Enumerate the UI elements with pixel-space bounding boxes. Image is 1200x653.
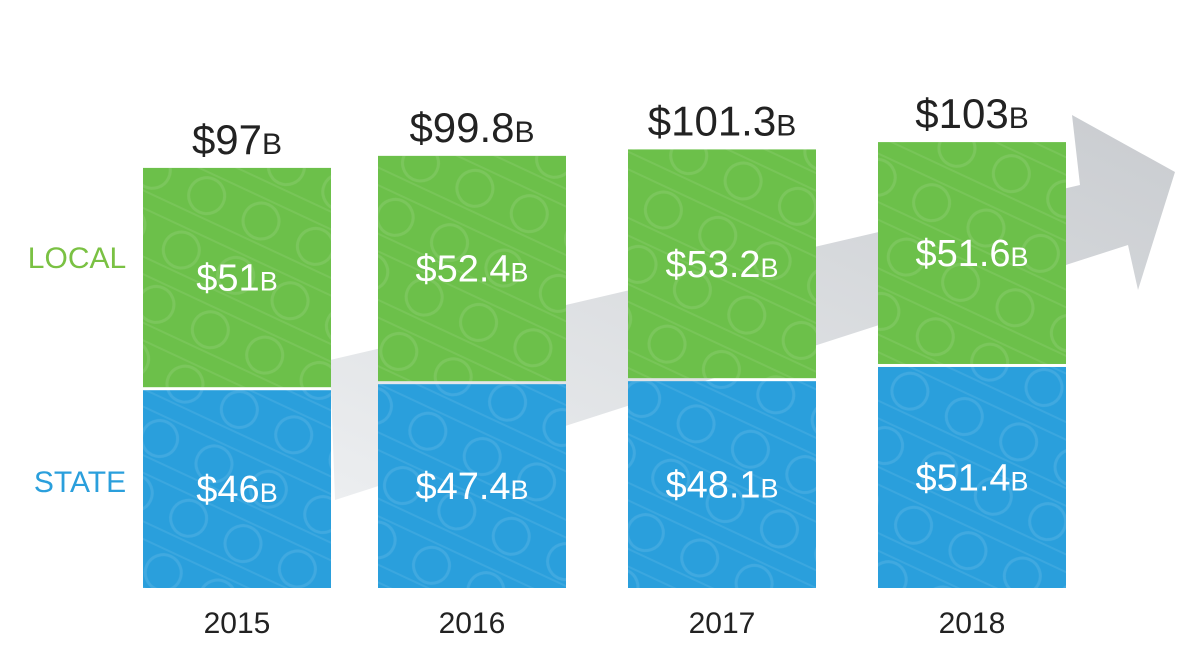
total-label-2015-value: $97 (192, 116, 262, 163)
legend-state: STATE (34, 466, 126, 499)
state-value-label-2016: $47.4B (415, 466, 528, 508)
state-value-label-2018: $51.4B (915, 457, 1028, 499)
total-label-2018-unit: B (1009, 102, 1029, 135)
state-value-label-2015-value: $46 (196, 469, 259, 511)
local-value-label-2017: $53.2B (665, 244, 778, 286)
category-label-2016: 2016 (439, 607, 506, 640)
state-value-label-2016-unit: B (511, 475, 529, 505)
local-value-label-2017-value: $53.2 (665, 244, 760, 286)
local-value-label-2015: $51B (196, 258, 277, 300)
total-label-2016-unit: B (515, 116, 535, 149)
total-label-2016-value: $99.8 (409, 104, 514, 151)
bar-local-texture-2018 (878, 142, 1066, 364)
bar-local-texture-2015 (143, 167, 331, 388)
local-value-label-2018-value: $51.6 (915, 233, 1010, 275)
bar-state-texture-2015 (143, 390, 331, 588)
state-value-label-2015: $46B (196, 469, 277, 511)
bar-state-texture-2018 (878, 366, 1066, 588)
total-label-2018: $103B (915, 90, 1028, 137)
total-label-2017-value: $101.3 (648, 97, 776, 144)
local-value-label-2018: $51.6B (915, 233, 1028, 275)
total-label-2017-unit: B (776, 109, 796, 142)
state-value-label-2016-value: $47.4 (415, 466, 510, 508)
total-label-2015-unit: B (262, 128, 282, 161)
bar-state-texture-2017 (628, 381, 816, 588)
state-value-label-2018-value: $51.4 (915, 457, 1010, 499)
bar-state-texture-2016 (378, 384, 566, 588)
category-label-2017: 2017 (689, 607, 756, 640)
local-value-label-2018-unit: B (1011, 242, 1029, 272)
local-value-label-2015-value: $51 (196, 258, 259, 300)
local-value-label-2017-unit: B (761, 253, 779, 283)
total-label-2016: $99.8B (409, 104, 534, 151)
state-value-label-2017-value: $48.1 (665, 465, 760, 507)
local-value-label-2016: $52.4B (415, 249, 528, 291)
state-value-label-2018-unit: B (1011, 466, 1029, 496)
local-value-label-2015-unit: B (260, 267, 278, 297)
local-value-label-2016-unit: B (511, 258, 529, 288)
total-label-2018-value: $103 (915, 90, 1008, 137)
total-label-2015: $97B (192, 116, 282, 163)
legend-local: LOCAL (28, 242, 126, 275)
state-value-label-2017-unit: B (761, 474, 779, 504)
state-value-label-2015-unit: B (260, 478, 278, 508)
total-label-2017: $101.3B (648, 97, 796, 144)
state-value-label-2017: $48.1B (665, 465, 778, 507)
local-value-label-2016-value: $52.4 (415, 249, 510, 291)
category-label-2015: 2015 (204, 607, 271, 640)
bar-local-texture-2017 (628, 149, 816, 379)
bar-local-texture-2016 (378, 155, 566, 382)
category-label-2018: 2018 (939, 607, 1006, 640)
